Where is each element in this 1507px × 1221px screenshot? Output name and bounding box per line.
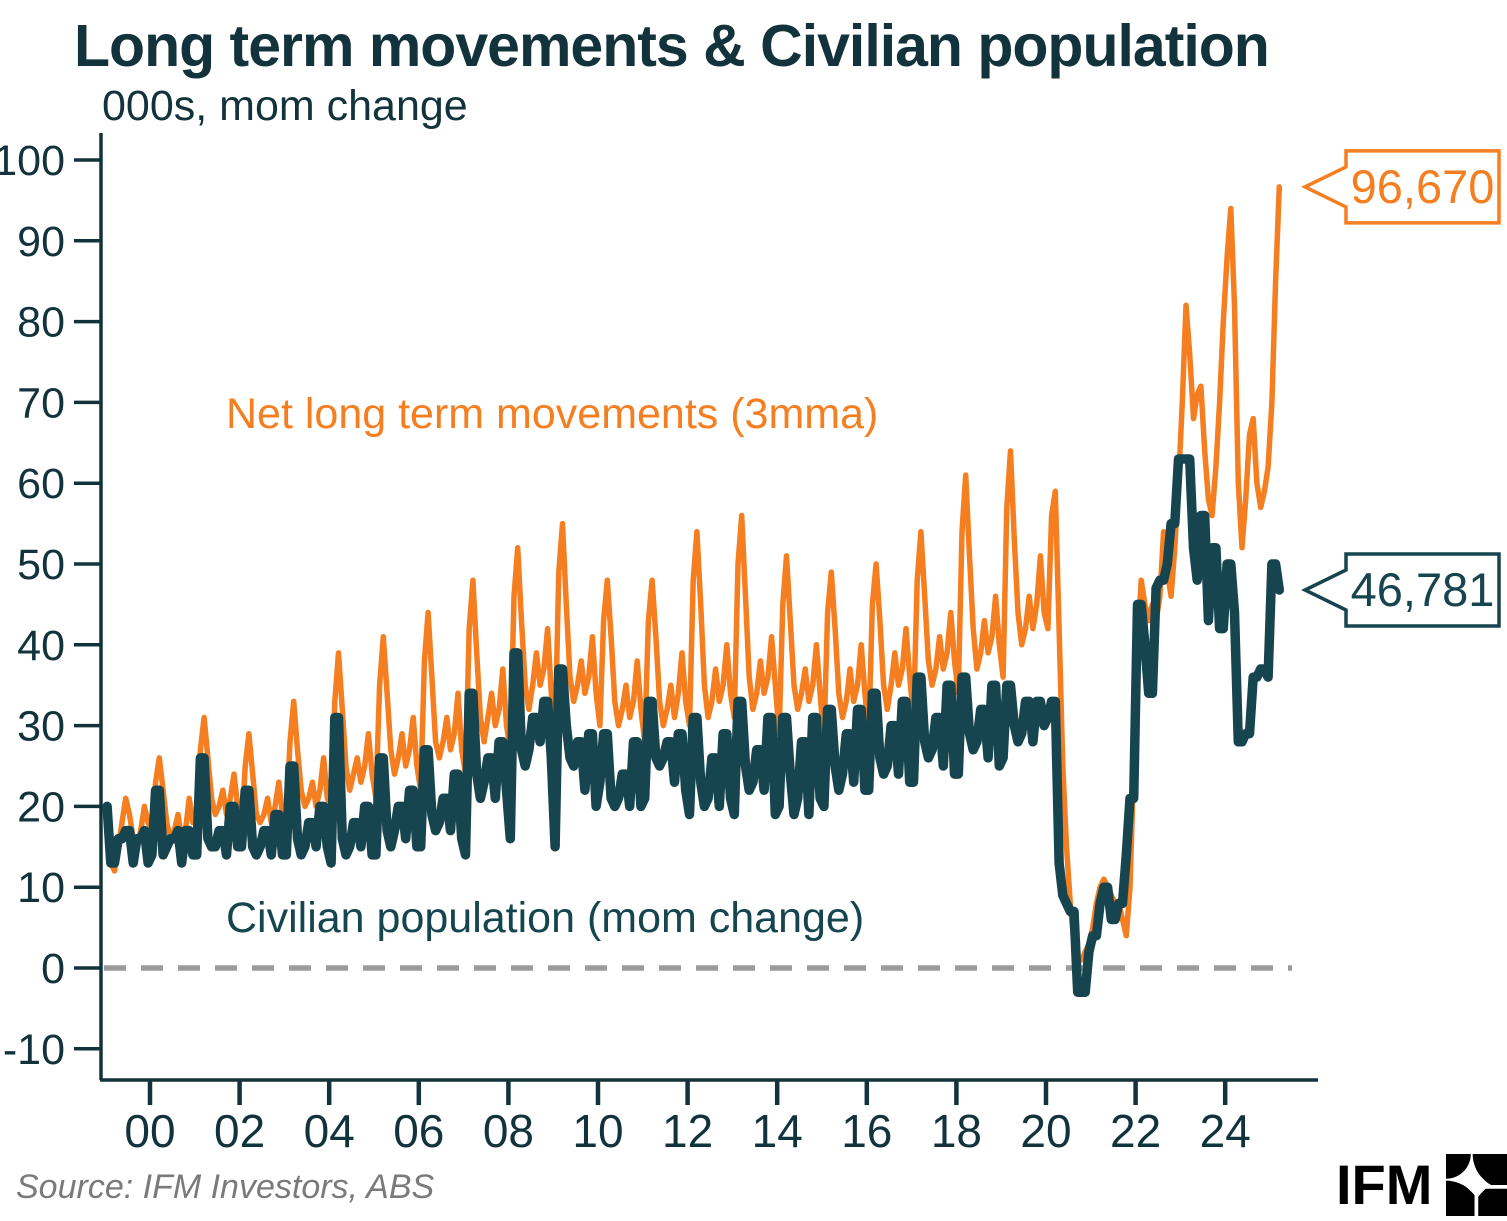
x-axis-label: 20 — [1020, 1105, 1071, 1157]
ifm-logo-wordmark: IFM — [1336, 1153, 1433, 1216]
x-axis-label: 18 — [931, 1105, 982, 1157]
y-axis-label: 80 — [17, 299, 65, 347]
callout-net-movements-value: 96,670 — [1351, 160, 1495, 213]
axis-units-label: 000s, mom change — [102, 82, 468, 130]
y-axis-label: 20 — [17, 783, 65, 831]
x-axis-label: 10 — [572, 1105, 623, 1157]
y-axis-label: 70 — [17, 379, 65, 427]
y-axis-label: 40 — [17, 622, 65, 670]
x-axis-label: 12 — [662, 1105, 713, 1157]
x-axis-label: 00 — [124, 1105, 175, 1157]
callout-civilian-population-box — [1301, 552, 1501, 628]
series-label-civilian-population: Civilian population (mom change) — [226, 894, 865, 942]
y-axis-label: 100 — [0, 137, 65, 185]
y-axis-label: 90 — [17, 218, 65, 266]
y-axis-label: 60 — [17, 460, 65, 508]
x-axis-label: 14 — [752, 1105, 803, 1157]
x-axis-label: 02 — [214, 1105, 265, 1157]
source-note: Source: IFM Investors, ABS — [16, 1168, 435, 1206]
y-axis-label: 10 — [17, 864, 65, 912]
x-axis-label: 16 — [841, 1105, 892, 1157]
series-line-civilian-population — [102, 454, 1285, 997]
x-axis-label: 08 — [483, 1105, 534, 1157]
x-axis-label: 24 — [1200, 1105, 1251, 1157]
ifm-logo: IFM — [1336, 1152, 1507, 1217]
chart-title: Long term movements & Civilian populatio… — [74, 13, 1270, 79]
ifm-logo-mark — [1446, 1153, 1507, 1216]
series-label-net-long-term-movements: Net long term movements (3mma) — [226, 390, 879, 438]
y-axis-label: 50 — [17, 541, 65, 589]
y-axis-label: -10 — [3, 1026, 65, 1074]
x-axis-label: 04 — [304, 1105, 355, 1157]
x-axis-label: 22 — [1110, 1105, 1161, 1157]
callout-civilian-population-value: 46,781 — [1351, 563, 1495, 616]
y-axis-label: 30 — [17, 703, 65, 751]
y-axis-label: 0 — [41, 945, 65, 993]
callout-net-movements-box — [1301, 149, 1501, 225]
x-axis-label: 06 — [393, 1105, 444, 1157]
